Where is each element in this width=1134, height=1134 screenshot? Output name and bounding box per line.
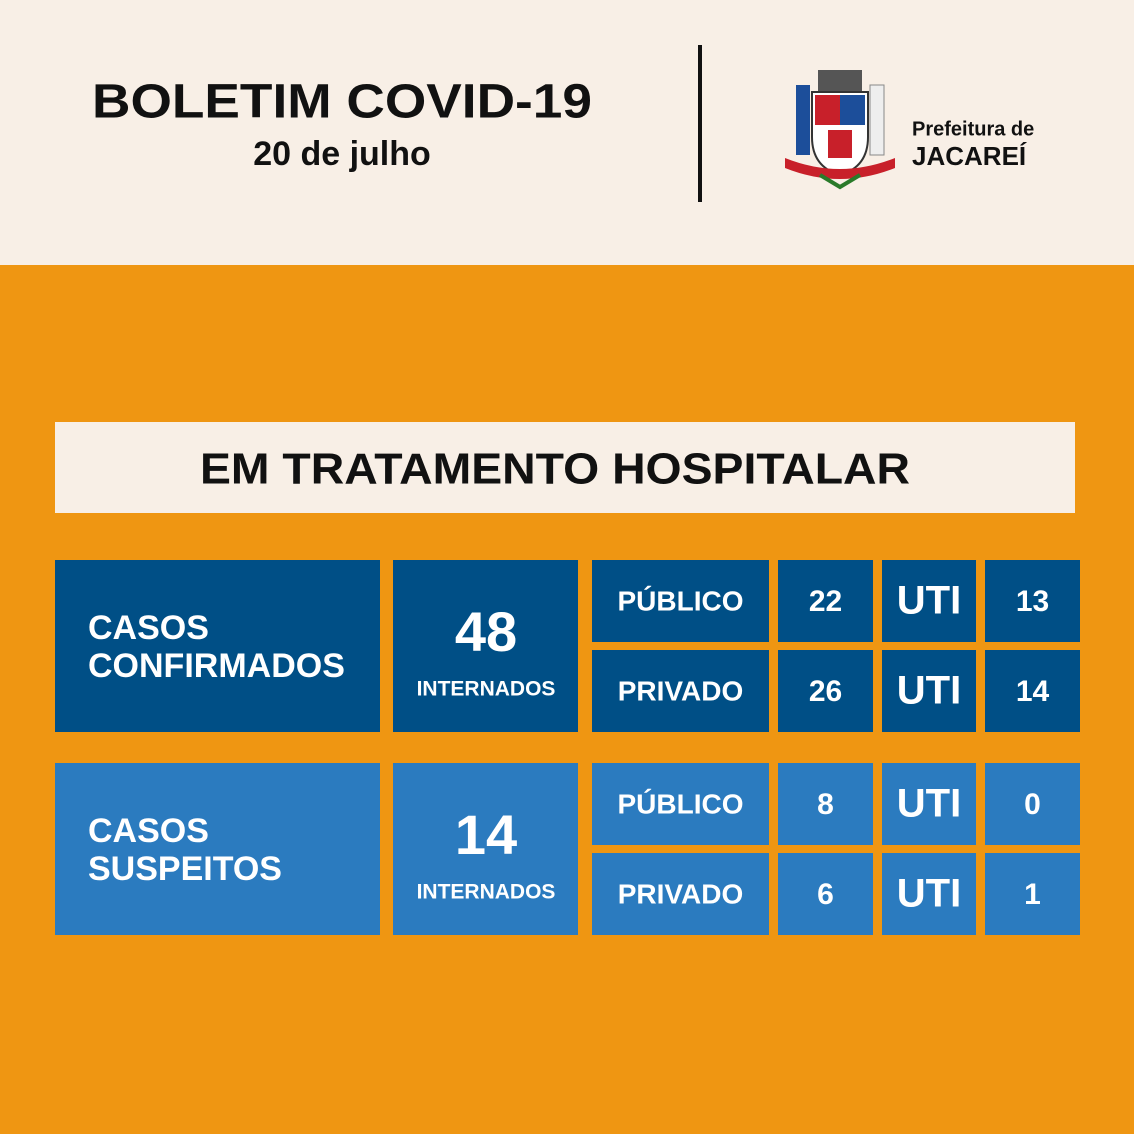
cell-icu-label: UTI	[897, 872, 961, 916]
group-label: SUSPEITOS	[88, 850, 282, 888]
org-line1: Prefeitura de	[912, 118, 1034, 140]
group-label: CASOS	[88, 812, 209, 850]
coat-of-arms	[785, 70, 895, 190]
cell	[985, 763, 1080, 845]
cell	[592, 853, 769, 935]
cell	[985, 650, 1080, 732]
cell-icu: 13	[1016, 585, 1049, 618]
cell-icu-label: UTI	[897, 669, 961, 713]
cell	[778, 650, 873, 732]
group-label: CONFIRMADOS	[88, 647, 345, 685]
total-box	[393, 560, 578, 732]
cell	[778, 763, 873, 845]
group-label-box	[55, 560, 380, 732]
cell-icu: 0	[1024, 788, 1041, 821]
cell-icu: 14	[1016, 675, 1050, 708]
cell	[592, 763, 769, 845]
cell-icu-label: UTI	[897, 579, 961, 623]
total: 14	[455, 803, 517, 866]
total: 48	[455, 600, 517, 663]
cell-icu-label: UTI	[897, 782, 961, 826]
cell	[778, 853, 873, 935]
group-label: CASOS	[88, 609, 209, 647]
cell-sector: PRIVADO	[618, 878, 744, 909]
header-bg	[0, 0, 1134, 265]
cell	[592, 560, 769, 642]
cell	[592, 650, 769, 732]
title: BOLETIM COVID-19	[92, 76, 592, 129]
cell	[882, 650, 976, 732]
org-line2: JACAREÍ	[912, 141, 1027, 171]
total-label: INTERNADOS	[417, 678, 556, 701]
cell-icu: 1	[1024, 878, 1041, 911]
total-box	[393, 763, 578, 935]
cell	[985, 853, 1080, 935]
cell	[882, 560, 976, 642]
cell-sector: PÚBLICO	[618, 788, 744, 819]
date: 20 de julho	[253, 135, 431, 173]
cell-count: 8	[817, 788, 834, 821]
cell-count: 26	[809, 675, 842, 708]
banner-bg	[55, 422, 1075, 513]
total-label: INTERNADOS	[417, 881, 556, 904]
group-label-box	[55, 763, 380, 935]
banner: EM TRATAMENTO HOSPITALAR	[200, 445, 910, 494]
cell-count: 22	[809, 585, 842, 618]
cell-sector: PRIVADO	[618, 675, 744, 706]
cell	[778, 560, 873, 642]
cell	[882, 853, 976, 935]
cell-sector: PÚBLICO	[618, 585, 744, 616]
cell	[882, 763, 976, 845]
cell-count: 6	[817, 878, 834, 911]
cell	[985, 560, 1080, 642]
